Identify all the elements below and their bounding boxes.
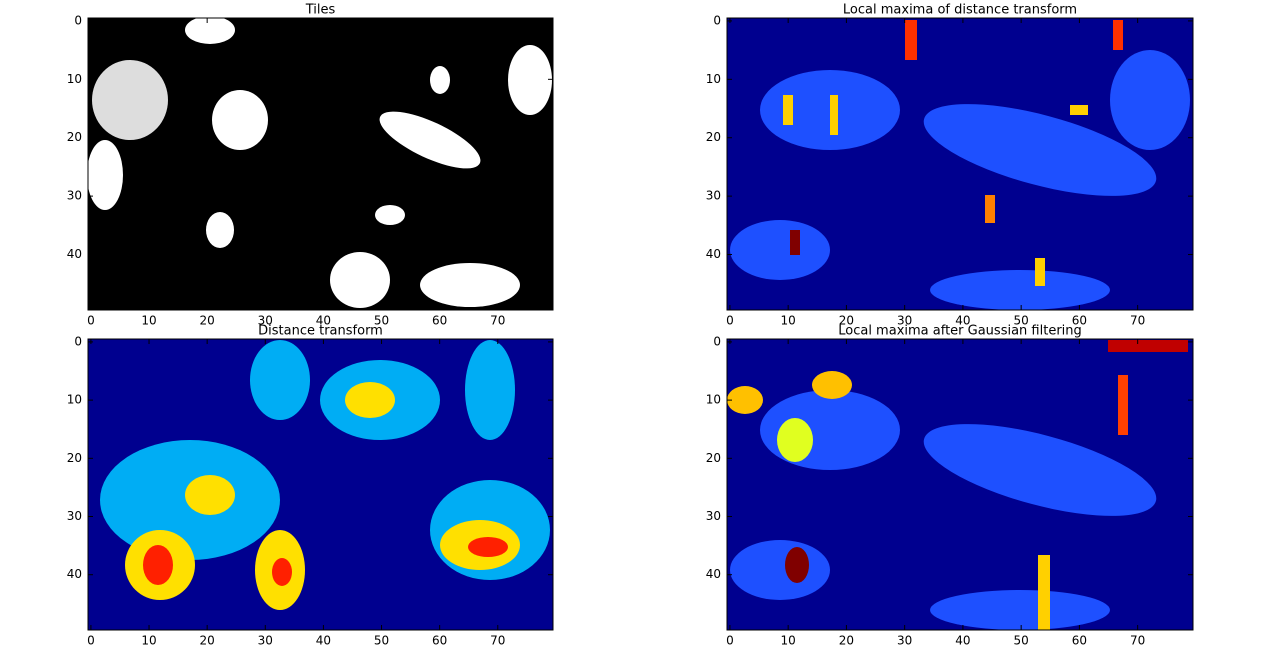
y-tick-label: 40 bbox=[67, 567, 82, 581]
x-tick-label: 10 bbox=[781, 634, 796, 648]
x-tick-label: 70 bbox=[490, 634, 505, 648]
x-tick-label: 0 bbox=[726, 634, 734, 648]
panel-title: Local maxima of distance transform bbox=[843, 3, 1077, 18]
panel-title: Tiles bbox=[305, 3, 336, 18]
x-tick-label: 20 bbox=[200, 634, 215, 648]
x-tick-label: 70 bbox=[490, 314, 505, 328]
panel-title: Distance transform bbox=[258, 324, 383, 339]
y-tick-label: 30 bbox=[67, 189, 82, 203]
y-tick-label: 40 bbox=[706, 567, 721, 581]
x-tick-label: 50 bbox=[374, 634, 389, 648]
x-tick-label: 40 bbox=[316, 634, 331, 648]
x-tick-label: 70 bbox=[1130, 314, 1145, 328]
y-tick-label: 40 bbox=[706, 247, 721, 261]
y-tick-label: 0 bbox=[74, 13, 82, 27]
axes-frame bbox=[87, 338, 554, 631]
y-tick-label: 0 bbox=[74, 334, 82, 348]
x-tick-label: 0 bbox=[726, 314, 734, 328]
x-tick-label: 70 bbox=[1130, 634, 1145, 648]
x-tick-label: 30 bbox=[258, 314, 273, 328]
y-tick-label: 30 bbox=[67, 509, 82, 523]
y-tick-label: 10 bbox=[706, 393, 721, 407]
y-tick-label: 10 bbox=[67, 393, 82, 407]
y-tick-label: 40 bbox=[67, 247, 82, 261]
y-tick-label: 0 bbox=[713, 13, 721, 27]
x-tick-label: 40 bbox=[955, 634, 970, 648]
x-tick-label: 30 bbox=[897, 314, 912, 328]
y-tick-label: 20 bbox=[706, 451, 721, 465]
x-tick-label: 60 bbox=[1072, 314, 1087, 328]
x-tick-label: 20 bbox=[200, 314, 215, 328]
axes-frame bbox=[87, 17, 554, 311]
axes-frame bbox=[726, 17, 1194, 311]
image-texture bbox=[87, 16, 1190, 630]
y-tick-label: 10 bbox=[67, 72, 82, 86]
x-tick-label: 40 bbox=[955, 314, 970, 328]
x-tick-label: 60 bbox=[432, 314, 447, 328]
x-tick-label: 0 bbox=[87, 634, 95, 648]
y-tick-label: 30 bbox=[706, 509, 721, 523]
y-tick-label: 20 bbox=[67, 451, 82, 465]
x-tick-label: 50 bbox=[374, 314, 389, 328]
x-tick-label: 10 bbox=[141, 314, 156, 328]
x-tick-label: 60 bbox=[432, 634, 447, 648]
x-tick-label: 0 bbox=[87, 314, 95, 328]
y-tick-label: 30 bbox=[706, 189, 721, 203]
y-tick-label: 20 bbox=[706, 130, 721, 144]
x-tick-label: 50 bbox=[1014, 634, 1029, 648]
x-tick-label: 40 bbox=[316, 314, 331, 328]
x-tick-label: 20 bbox=[839, 634, 854, 648]
axes-frame bbox=[726, 338, 1194, 631]
x-tick-label: 10 bbox=[781, 314, 796, 328]
x-tick-label: 30 bbox=[258, 634, 273, 648]
x-tick-label: 30 bbox=[897, 634, 912, 648]
x-tick-label: 10 bbox=[141, 634, 156, 648]
y-tick-label: 20 bbox=[67, 130, 82, 144]
x-tick-label: 20 bbox=[839, 314, 854, 328]
x-tick-label: 50 bbox=[1014, 314, 1029, 328]
x-tick-label: 60 bbox=[1072, 634, 1087, 648]
y-tick-label: 0 bbox=[713, 334, 721, 348]
panel-title: Local maxima after Gaussian filtering bbox=[838, 324, 1082, 339]
y-tick-label: 10 bbox=[706, 72, 721, 86]
